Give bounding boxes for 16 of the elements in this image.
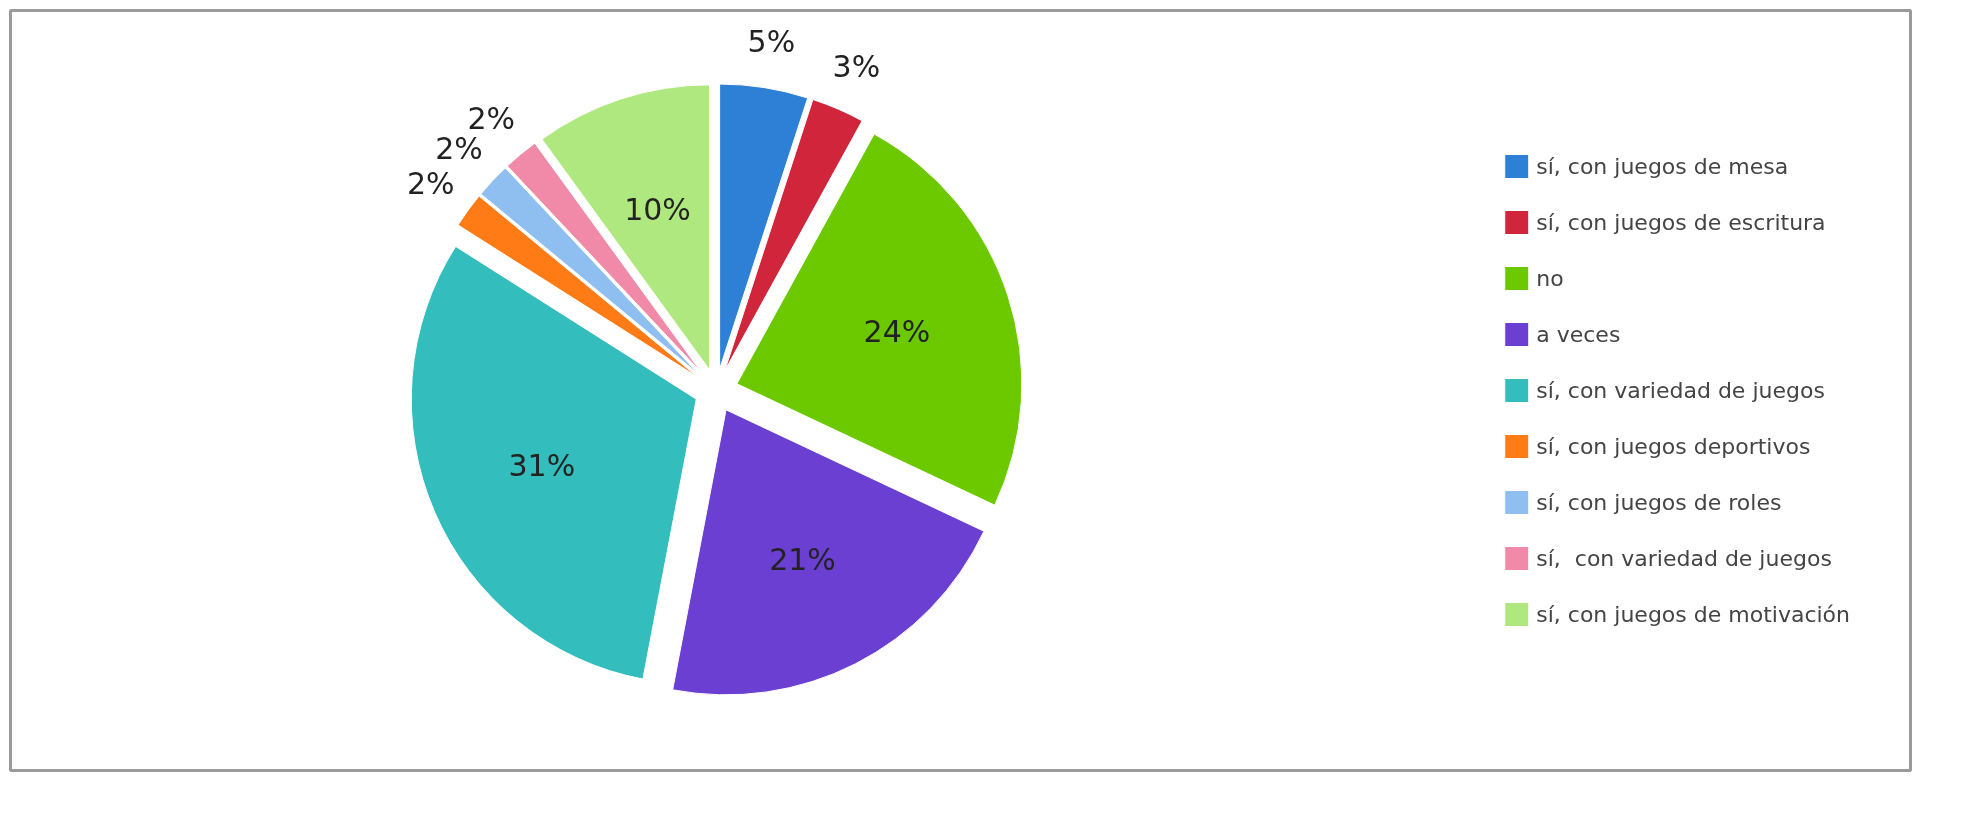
data-label: 5% xyxy=(747,24,796,60)
legend-label: sí, con juegos de mesa xyxy=(1536,153,1789,179)
legend-label: sí, con juegos de escritura xyxy=(1536,209,1826,235)
legend-label: sí, con juegos deportivos xyxy=(1536,433,1811,459)
data-label: 24% xyxy=(863,314,931,350)
data-label: 10% xyxy=(624,192,691,228)
legend-label: sí, con juegos de motivación xyxy=(1536,601,1850,627)
data-label: 31% xyxy=(508,448,576,484)
data-label: 3% xyxy=(832,49,881,85)
legend-label: sí, con variedad de juegos xyxy=(1536,545,1832,571)
legend-label: no xyxy=(1536,265,1564,291)
legend-label: sí, con variedad de juegos xyxy=(1536,377,1825,403)
legend-label: a veces xyxy=(1536,321,1621,347)
data-label: 2% xyxy=(406,165,455,201)
legend-label: sí, con juegos de roles xyxy=(1536,489,1782,515)
data-label: 21% xyxy=(769,542,836,578)
